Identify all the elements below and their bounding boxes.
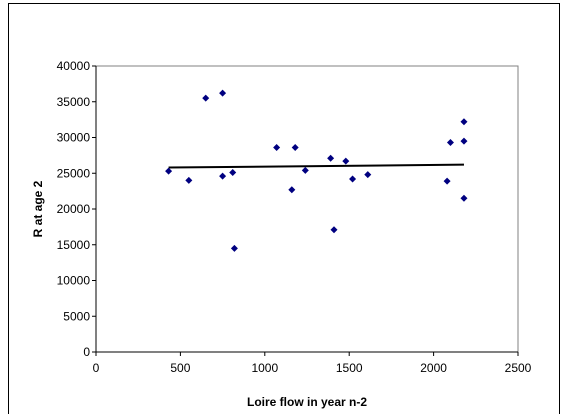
y-tick-label: 15000 [57, 238, 91, 252]
data-points [165, 89, 468, 252]
x-tick-label: 500 [170, 361, 190, 375]
data-point [301, 166, 309, 174]
data-point [219, 172, 227, 180]
data-point [364, 171, 372, 179]
y-axis-title: R at age 2 [31, 180, 45, 237]
x-axis-title: Loire flow in year n-2 [247, 395, 367, 409]
data-point [273, 144, 281, 152]
y-tick-label: 5000 [63, 309, 90, 323]
data-point [330, 226, 338, 234]
data-point [342, 157, 350, 165]
data-point [230, 244, 238, 252]
plot-area [95, 65, 519, 353]
data-point [349, 175, 357, 183]
x-tick-label: 2000 [420, 361, 447, 375]
data-point [460, 194, 468, 202]
y-tick-label: 10000 [57, 274, 91, 288]
y-tick-label: 40000 [57, 59, 91, 73]
data-point [185, 176, 193, 184]
y-tick-label: 35000 [57, 95, 91, 109]
x-tick-label: 1500 [336, 361, 363, 375]
data-point [229, 169, 237, 177]
chart-area [8, 3, 560, 414]
data-point [219, 89, 227, 97]
data-point [443, 177, 451, 185]
trendline [168, 163, 464, 169]
data-point [460, 118, 468, 126]
x-tick-label: 0 [93, 361, 100, 375]
data-point [460, 137, 468, 145]
y-tick-label: 30000 [57, 131, 91, 145]
y-tick-label: 0 [83, 345, 90, 359]
data-point [446, 139, 454, 147]
x-tick-label: 1000 [251, 361, 278, 375]
plot-border [95, 65, 519, 353]
y-tick-label: 20000 [57, 202, 91, 216]
axes: 0500010000150002000025000300003500040000… [57, 59, 532, 375]
data-point [291, 144, 299, 152]
data-point [202, 94, 210, 102]
trendline-layer [168, 163, 464, 169]
x-tick-label: 2500 [505, 361, 532, 375]
data-point [165, 167, 173, 175]
data-point [288, 186, 296, 194]
y-tick-label: 25000 [57, 166, 91, 180]
data-point [327, 154, 335, 162]
